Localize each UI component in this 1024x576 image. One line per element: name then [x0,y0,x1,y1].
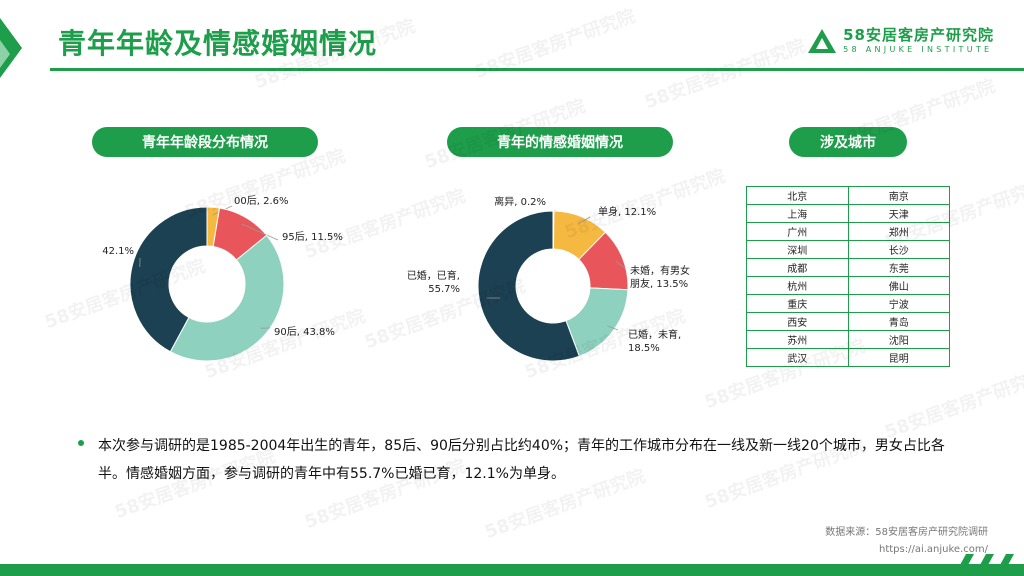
page-title: 青年年龄及情感婚姻情况 [58,27,378,60]
cities-table: 北京 南京 上海 天津 广州 郑州 深圳 长沙 成都 东莞 杭州 佛山 重庆 宁波 西安 青岛 苏州 沈阳 武汉 昆明 [746,186,950,367]
slice-label: 已婚，已育, [407,269,460,282]
leader-line [578,216,591,224]
slice-label: 朋友, 13.5% [630,277,688,290]
age-section-title: 青年年龄段分布情况 [92,127,318,157]
slice-label: 55.7% [428,284,460,295]
donut-slice [477,210,580,362]
city-cell: 成都 [746,258,849,277]
city-cell: 西安 [746,312,849,331]
city-cell: 青岛 [847,312,950,331]
city-cell: 东莞 [847,258,950,277]
table-row: 北京 南京 [746,186,950,205]
bullet-icon [78,440,84,446]
slice-label: 85后, 42.1% [100,245,134,257]
city-cell: 广州 [746,222,849,241]
city-cell: 昆明 [847,348,950,367]
city-cell: 北京 [746,186,849,205]
city-cell: 重庆 [746,294,849,313]
table-row: 西安 青岛 [746,312,950,331]
source-line: 数据来源：58安居客房产研究院调研 [825,527,988,538]
slice-label: 单身, 12.1% [598,205,656,218]
slice-label: 已婚，未育, [628,328,681,341]
table-row: 武汉 昆明 [746,348,950,367]
slice-label: 离异, 0.2% [494,195,546,208]
table-row: 成都 东莞 [746,258,950,277]
table-row: 杭州 佛山 [746,276,950,295]
brand-logo: 58安居客房产研究院 58 ANJUKE INSTITUTE [807,28,994,54]
data-source: 数据来源：58安居客房产研究院调研 https://ai.anjuke.com/ [825,524,988,558]
city-cell: 宁波 [847,294,950,313]
leader-line [615,261,626,269]
slice-label: 未婚，有男女 [630,264,690,277]
table-row: 上海 天津 [746,204,950,223]
city-cell: 武汉 [746,348,849,367]
watermark-text: 58安居客房产研究院 [832,75,999,154]
anjuke-triangle-logo-icon [808,29,837,53]
slice-label: 18.5% [628,343,660,354]
age-donut-chart: 00后, 2.6% 95后, 11.5% 90后, 43.8% 85后, 42.1% [100,195,343,362]
logo-subtitle: 58 ANJUKE INSTITUTE [843,45,993,54]
marriage-section-title: 青年的情感婚姻情况 [447,127,673,157]
donut-slice [169,234,285,362]
city-cell: 杭州 [746,276,849,295]
city-cell: 南京 [847,186,950,205]
city-cell: 深圳 [746,240,849,259]
watermark-text: 58安居客房产研究院 [642,35,809,114]
leader-line [241,223,279,241]
table-row: 广州 郑州 [746,222,950,241]
leader-line [607,325,619,331]
summary-text: 本次参与调研的是1985-2004年出生的青年，85后、90后分别占比约40%；… [98,438,945,482]
logo-name: 58安居客房产研究院 [843,26,994,44]
source-url: https://ai.anjuke.com/ [878,544,988,555]
header-rule [50,68,1024,71]
cities-section-title: 涉及城市 [789,127,907,157]
watermark-text: 58安居客房产研究院 [472,5,639,84]
corner-decoration [0,18,22,78]
donut-slice [129,206,208,353]
table-row: 重庆 宁波 [746,294,950,313]
slice-label: 90后, 43.8% [274,326,335,338]
footer-bar [0,564,1024,576]
city-cell: 佛山 [847,276,950,295]
slice-label: 95后, 11.5% [282,231,343,243]
footer-stripes [954,554,1014,576]
city-cell: 上海 [746,204,849,223]
table-row: 苏州 沈阳 [746,330,950,349]
slice-label: 00后, 2.6% [234,195,289,207]
